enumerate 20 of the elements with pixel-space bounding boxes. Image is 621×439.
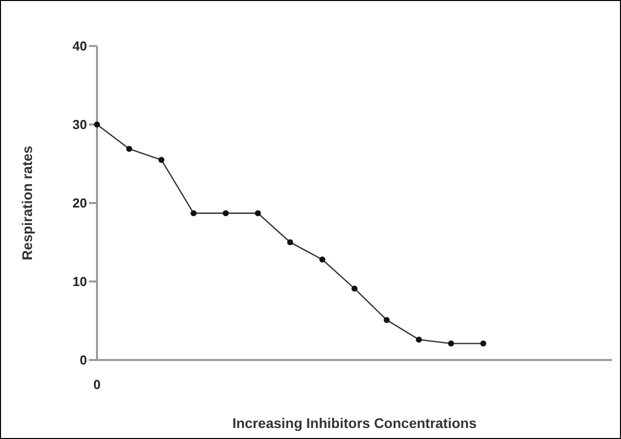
point [94, 122, 100, 128]
point [480, 340, 486, 347]
y-tick-label: 30 [72, 117, 87, 132]
y-tick-label: 10 [72, 274, 87, 290]
y-tick-label: 0 [80, 352, 87, 368]
point [416, 336, 422, 343]
y-axis-title: Respiration rates [18, 146, 35, 260]
point [190, 210, 197, 216]
point [222, 210, 229, 216]
point [352, 286, 358, 292]
point [287, 239, 294, 246]
point [448, 340, 454, 347]
point [384, 316, 390, 323]
point [126, 146, 132, 152]
y-tick-label: 20 [72, 196, 87, 211]
y-tick-label: 40 [72, 38, 87, 54]
x-axis-title: Increasing Inhibitors Concentrations [232, 415, 477, 431]
point [158, 156, 164, 163]
point [254, 210, 261, 216]
point [319, 256, 326, 263]
